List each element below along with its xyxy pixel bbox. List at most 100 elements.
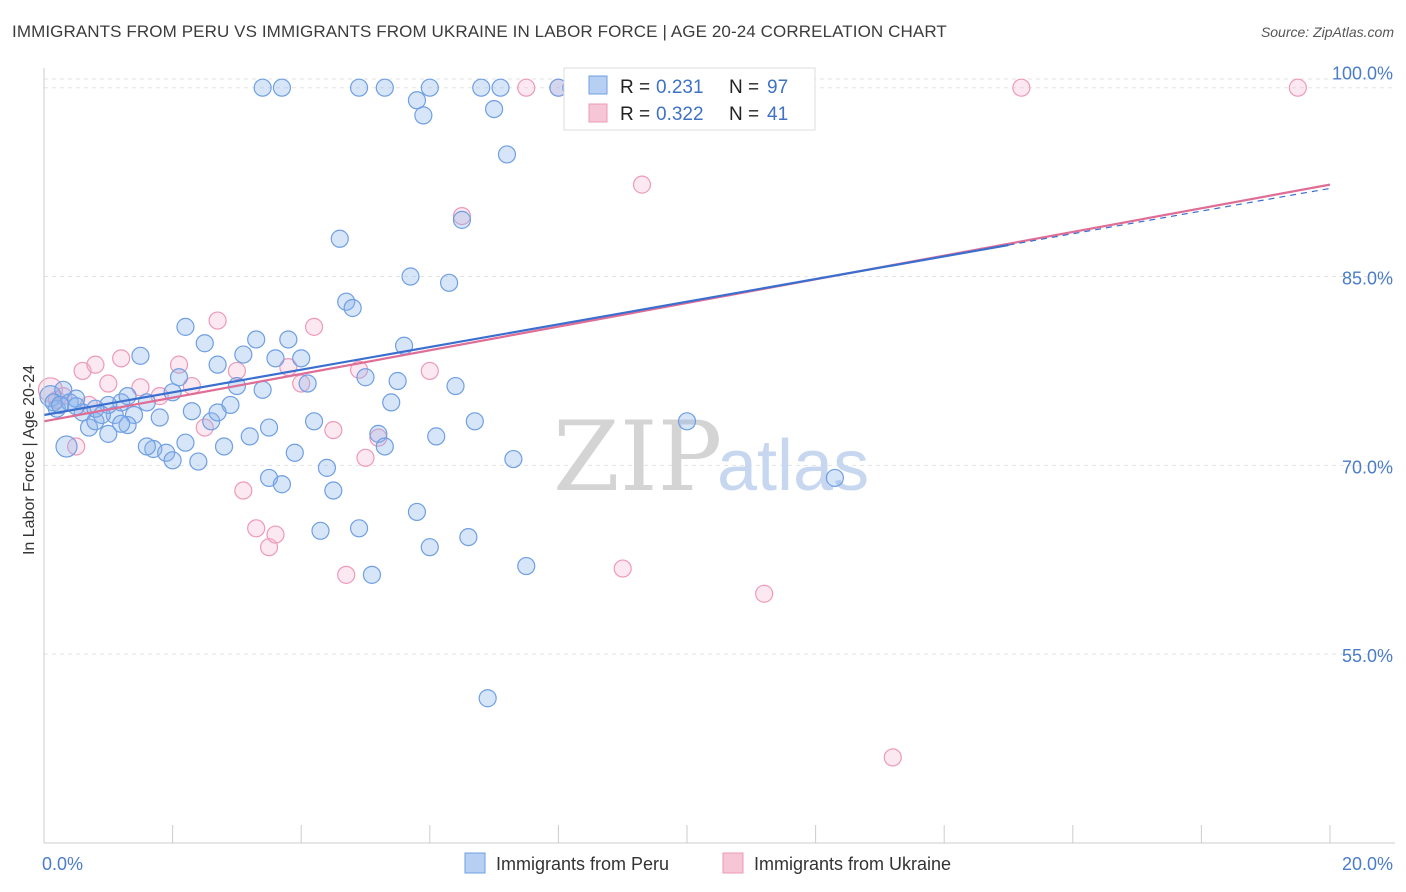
peru-point-51 <box>375 437 394 456</box>
ukraine-point-22 <box>304 317 324 336</box>
ukraine-swatch <box>588 103 608 123</box>
ukraine-point-14 <box>208 311 227 330</box>
ukraine-r-value: 0.322 <box>656 104 704 125</box>
peru-point-36 <box>279 330 298 349</box>
peru-point-56 <box>407 502 427 522</box>
peru-point-57 <box>420 538 439 557</box>
peru-point-46 <box>343 298 362 318</box>
peru-point-78 <box>491 78 510 97</box>
ukraine-trend-line <box>43 183 1331 423</box>
axes <box>43 68 1395 844</box>
ukraine-point-15 <box>227 361 246 381</box>
ukraine-point-26 <box>356 448 375 467</box>
peru-point-96 <box>86 399 105 418</box>
peru-point-74 <box>407 91 427 110</box>
series-legend: Immigrants from Peru Immigrants from Ukr… <box>464 852 951 874</box>
legend-ukraine-label: Immigrants from Ukraine <box>754 854 951 874</box>
peru-point-26 <box>214 437 234 456</box>
peru-point-95 <box>176 433 195 452</box>
ukraine-point-25 <box>349 360 369 379</box>
x-tick-labels: 0.0% 20.0% <box>42 854 1393 874</box>
peru-point-70 <box>253 78 272 97</box>
peru-point-22 <box>182 402 201 421</box>
peru-point-55 <box>401 267 420 286</box>
trend-lines <box>43 183 1331 423</box>
peru-point-63 <box>465 412 484 431</box>
chart-title: IMMIGRANTS FROM PERU VS IMMIGRANTS FROM … <box>12 22 947 41</box>
y-tick-label-3: 100.0% <box>1332 64 1393 84</box>
peru-r-label: R = <box>620 77 650 98</box>
peru-point-41 <box>311 521 330 540</box>
source-credit: Source: ZipAtlas.com <box>1260 24 1394 40</box>
peru-point-73 <box>375 78 394 97</box>
ukraine-n-label: N = <box>729 104 759 125</box>
peru-point-66 <box>504 449 523 469</box>
peru-point-61 <box>452 210 472 229</box>
peru-point-58 <box>427 427 446 446</box>
watermark-atlas: atlas <box>717 426 869 506</box>
peru-point-67 <box>517 556 536 576</box>
peru-point-35 <box>272 475 292 494</box>
peru-point-86 <box>118 415 137 435</box>
y-tick-labels: 55.0% 70.0% 85.0% 100.0% <box>1332 64 1393 666</box>
ukraine-r-label: R = <box>620 104 650 125</box>
peru-point-30 <box>240 427 259 446</box>
peru-point-44 <box>330 229 349 248</box>
peru-point-60 <box>446 376 465 396</box>
legend-ukraine-swatch <box>722 852 744 874</box>
y-tick-label-0: 55.0% <box>1342 646 1393 666</box>
x-tick-label-0: 0.0% <box>42 854 83 874</box>
grid-lines <box>44 78 1395 655</box>
peru-points <box>39 78 844 708</box>
ukraine-point-8 <box>112 349 131 368</box>
ukraine-point-23 <box>324 420 343 440</box>
ukraine-point-31 <box>632 175 652 194</box>
peru-point-59 <box>439 273 459 292</box>
peru-point-62 <box>459 528 478 547</box>
y-tick-label-2: 85.0% <box>1342 269 1393 289</box>
peru-point-43 <box>324 481 343 500</box>
peru-point-10 <box>55 435 78 458</box>
peru-point-17 <box>150 408 169 427</box>
ukraine-point-17 <box>247 519 266 538</box>
peru-point-88 <box>208 403 227 422</box>
ukraine-point-39 <box>1012 78 1031 97</box>
peru-point-42 <box>317 458 337 477</box>
ukraine-point-19 <box>266 525 285 544</box>
peru-point-77 <box>472 78 491 97</box>
ukraine-point-32 <box>755 584 774 603</box>
peru-trend-line <box>43 243 1009 417</box>
peru-point-80 <box>478 689 497 708</box>
legend-peru-label: Immigrants from Peru <box>496 854 669 874</box>
peru-point-37 <box>285 443 304 462</box>
peru-point-65 <box>497 145 517 164</box>
peru-point-89 <box>259 418 279 437</box>
peru-point-64 <box>485 99 504 119</box>
peru-trend-extension <box>1008 187 1331 246</box>
peru-point-83 <box>163 451 182 470</box>
y-axis-label: In Labor Force | Age 20-24 <box>21 365 38 555</box>
peru-swatch <box>588 75 608 95</box>
legend-peru-swatch <box>464 852 486 874</box>
ukraine-point-6 <box>86 355 105 374</box>
peru-point-38 <box>292 349 311 368</box>
peru-point-53 <box>388 371 407 391</box>
ukraine-point-28 <box>420 361 439 381</box>
peru-point-82 <box>825 468 844 488</box>
peru-point-18 <box>157 443 176 462</box>
peru-point-47 <box>349 519 369 538</box>
peru-point-25 <box>208 355 227 374</box>
peru-point-32 <box>253 380 272 399</box>
peru-point-72 <box>349 78 369 97</box>
peru-point-48 <box>356 368 375 387</box>
peru-point-20 <box>169 368 189 387</box>
peru-r-value: 0.231 <box>656 77 704 98</box>
peru-point-94 <box>112 414 131 433</box>
peru-point-14 <box>131 346 150 365</box>
watermark-zip: ZIP <box>553 401 722 513</box>
ukraine-point-34 <box>517 78 536 97</box>
peru-point-75 <box>414 106 433 125</box>
ukraine-point-30 <box>613 559 632 578</box>
peru-point-8 <box>99 424 118 443</box>
ukraine-point-3 <box>67 437 86 456</box>
